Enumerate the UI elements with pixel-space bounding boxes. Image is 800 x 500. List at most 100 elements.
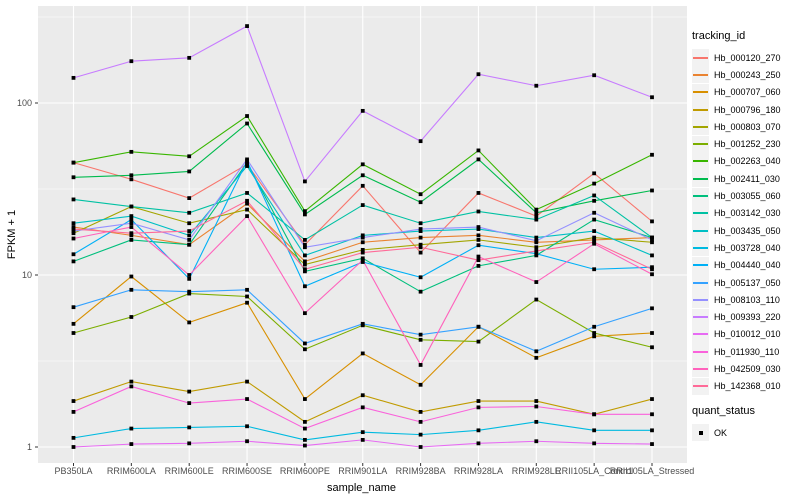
- data-point: [650, 152, 654, 157]
- data-point: [592, 412, 597, 417]
- data-point: [360, 235, 365, 240]
- data-point: [534, 349, 539, 354]
- data-point: [245, 191, 249, 195]
- data-point: [187, 401, 192, 405]
- data-point: [360, 250, 365, 255]
- data-point: [476, 254, 481, 259]
- data-point: [245, 157, 249, 162]
- legend-title-tracking-id: tracking_id: [692, 30, 746, 42]
- legend-item-label: Hb_000243_250: [714, 69, 781, 80]
- data-point: [650, 95, 654, 100]
- legend-item-label: Hb_003142_030: [714, 208, 781, 219]
- x-tick-label: RRII105LA_Control: [555, 466, 633, 476]
- legend-item-label: Hb_000796_180: [714, 104, 781, 115]
- data-point: [592, 331, 597, 335]
- data-point: [476, 233, 481, 238]
- data-point: [245, 164, 249, 168]
- data-point: [476, 339, 481, 344]
- square-point-icon: [698, 430, 703, 435]
- data-point: [650, 267, 654, 272]
- data-point: [303, 262, 307, 267]
- data-point: [534, 297, 539, 302]
- legend-item-label: Hb_001252_230: [714, 139, 781, 150]
- data-point: [650, 345, 654, 350]
- legend-key-box: [692, 308, 709, 326]
- data-point: [245, 121, 249, 126]
- data-point: [71, 409, 76, 414]
- data-point: [476, 209, 481, 214]
- data-point: [592, 267, 597, 272]
- data-point: [187, 237, 192, 242]
- legend-item: Hb_000707_060: [692, 83, 798, 101]
- legend-item-label: Hb_000707_060: [714, 87, 781, 98]
- data-point: [476, 227, 481, 231]
- data-point: [129, 214, 134, 219]
- legend-key-box: [692, 135, 709, 153]
- data-point: [129, 379, 134, 384]
- data-point: [360, 162, 365, 167]
- data-point: [476, 148, 481, 153]
- series-color-line-icon: [693, 264, 708, 267]
- data-point: [187, 196, 192, 200]
- legend-items-tracking-id: Hb_000120_270 Hb_000243_250 Hb_000707_060 H…: [692, 49, 798, 395]
- series-color-line-icon: [693, 73, 708, 76]
- data-point: [187, 441, 192, 446]
- data-point: [245, 300, 249, 305]
- legend-key-box: [692, 325, 709, 343]
- data-point: [303, 237, 307, 242]
- data-point: [476, 237, 481, 242]
- series-color-line-icon: [693, 195, 708, 198]
- data-point: [129, 426, 134, 431]
- data-point: [534, 280, 539, 284]
- data-point: [129, 225, 134, 229]
- data-point: [592, 334, 597, 339]
- series-color-line-icon: [693, 298, 708, 301]
- data-point: [187, 169, 192, 174]
- data-point: [650, 397, 654, 401]
- data-point: [360, 173, 365, 178]
- x-tick-label: RRIM928BA: [396, 466, 446, 476]
- series-color-line-icon: [693, 350, 708, 353]
- data-point: [303, 443, 307, 448]
- data-point: [592, 198, 597, 203]
- series-color-line-icon: [693, 125, 708, 128]
- data-point: [129, 231, 134, 236]
- data-point: [650, 442, 654, 446]
- x-tick-label: RRIM600LE: [165, 466, 214, 476]
- data-point: [187, 210, 192, 215]
- series-color-line-icon: [693, 229, 708, 232]
- data-point: [303, 259, 307, 264]
- data-point: [303, 397, 307, 401]
- data-point: [476, 72, 481, 77]
- data-point: [71, 197, 76, 202]
- data-point: [534, 404, 539, 409]
- data-point: [187, 273, 192, 277]
- data-point: [418, 221, 423, 226]
- data-point: [71, 75, 76, 80]
- data-point: [303, 426, 307, 431]
- data-point: [592, 193, 597, 198]
- data-point: [418, 432, 423, 437]
- data-point: [418, 192, 423, 197]
- data-point: [418, 245, 423, 250]
- legend-key-box: [692, 83, 709, 101]
- data-point: [592, 235, 597, 240]
- data-point: [592, 441, 597, 446]
- data-point: [187, 233, 192, 238]
- data-point: [534, 83, 539, 88]
- legend-item-label: Hb_000803_070: [714, 121, 781, 132]
- data-point: [129, 221, 134, 226]
- legend-item-label: Hb_008103_110: [714, 294, 780, 305]
- data-point: [418, 289, 423, 294]
- data-point: [534, 210, 539, 215]
- data-point: [592, 217, 597, 222]
- data-point: [476, 263, 481, 268]
- y-tick-label: 100: [17, 98, 32, 108]
- data-point: [476, 428, 481, 433]
- series-color-line-icon: [693, 177, 708, 180]
- data-point: [245, 379, 249, 384]
- data-point: [71, 259, 76, 264]
- legend-item: Hb_010012_010: [692, 325, 798, 343]
- data-point: [245, 198, 249, 203]
